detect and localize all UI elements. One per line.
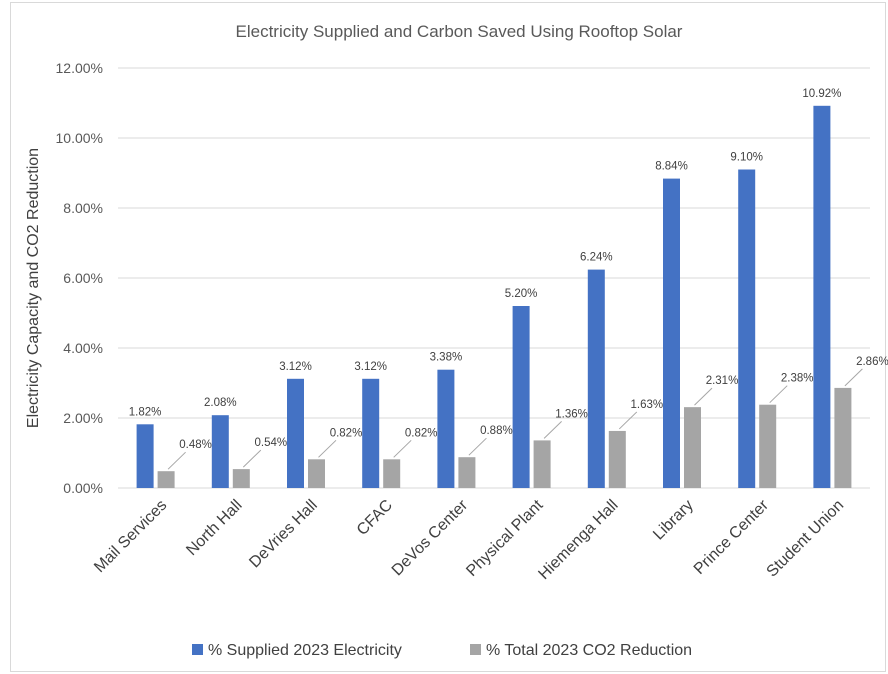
data-label-electricity: 10.92% (802, 88, 841, 100)
legend-swatch-electricity (192, 644, 203, 655)
bar-co2-reduction (232, 469, 250, 488)
leader-line (769, 385, 788, 404)
y-axis-ticks: 0.00% 2.00% 4.00% 6.00% 8.00% 10.00% 12.00% (56, 60, 103, 496)
x-axis-ticks: Mail Services North Hall DeVries Hall CFACD… (91, 496, 847, 583)
bar-electricity (587, 269, 605, 488)
data-label-co2: 0.82% (330, 427, 363, 439)
legend-swatch-co2 (470, 644, 481, 655)
x-tick-label: Library (650, 497, 697, 544)
data-label-co2: 0.82% (405, 427, 438, 439)
bar-co2-reduction (759, 404, 777, 488)
bar-electricity (512, 306, 530, 488)
data-label-co2: 2.86% (856, 356, 888, 368)
bar-co2-reduction (533, 440, 551, 488)
data-label-co2: 2.38% (781, 373, 814, 385)
data-label-electricity: 6.24% (580, 252, 613, 264)
y-tick-label: 10.00% (56, 130, 103, 146)
y-tick-label: 6.00% (63, 270, 103, 286)
legend-label: % Supplied 2023 Electricity (208, 642, 402, 659)
y-tick-label: 8.00% (63, 200, 103, 216)
y-tick-label: 12.00% (56, 60, 103, 76)
bar-co2-reduction (458, 457, 476, 488)
bar-co2-reduction (834, 387, 852, 488)
leader-line (844, 368, 863, 387)
x-tick-label: DeVries Hall (246, 497, 320, 571)
bar-electricity (136, 424, 154, 488)
x-tick-label: CFAC (354, 497, 396, 539)
data-label-electricity: 2.08% (204, 397, 237, 409)
legend: % Supplied 2023 Electricity % Total 2023 … (192, 642, 692, 659)
y-tick-label: 2.00% (63, 410, 103, 426)
bar-electricity (211, 415, 229, 488)
data-label-electricity: 5.20% (505, 288, 538, 300)
data-label-co2: 1.63% (630, 399, 663, 411)
data-label-co2: 0.48% (179, 439, 212, 451)
leader-line (543, 421, 562, 439)
bars (136, 105, 852, 489)
label-leader-lines (167, 368, 863, 470)
data-label-electricity: 3.12% (279, 361, 312, 373)
data-label-electricity: 9.10% (730, 152, 763, 164)
legend-label: % Total 2023 CO2 Reduction (486, 642, 692, 659)
y-tick-label: 0.00% (63, 480, 103, 496)
data-label-electricity: 8.84% (655, 161, 688, 173)
bar-electricity (738, 169, 756, 488)
data-labels: 1.82% 0.48% 2.08% 0.54% 3.12% 0.82% 3.12% 0.82%… (129, 88, 888, 451)
leader-line (393, 439, 412, 458)
bar-co2-reduction (157, 471, 175, 488)
bar-electricity (362, 378, 380, 488)
data-label-co2: 0.88% (480, 425, 513, 437)
bar-co2-reduction (308, 459, 325, 488)
data-label-electricity: 3.38% (430, 352, 463, 364)
leader-line (468, 437, 487, 456)
x-tick-label: Hiemenga Hall (535, 497, 621, 583)
bar-electricity (813, 105, 831, 489)
bar-electricity (437, 369, 455, 488)
bar-electricity (287, 378, 304, 488)
leader-line (167, 451, 186, 470)
x-tick-label: Mail Services (91, 497, 170, 576)
leader-line (694, 387, 713, 406)
x-tick-label: Prince Center (691, 496, 773, 578)
x-tick-label: DeVos Center (389, 496, 472, 579)
x-tick-label: Student Union (764, 497, 848, 581)
leader-line (618, 411, 638, 430)
y-axis-label: Electricity Capacity and CO2 Reduction (25, 148, 42, 428)
y-tick-label: 4.00% (63, 340, 103, 356)
bar-co2-reduction (608, 430, 626, 488)
data-label-co2: 0.54% (254, 437, 287, 449)
chart-title: Electricity Supplied and Carbon Saved Us… (236, 22, 683, 41)
data-label-electricity: 1.82% (129, 406, 162, 418)
bar-electricity (663, 178, 680, 488)
x-tick-label: Physical Plant (463, 496, 546, 579)
data-label-electricity: 3.12% (354, 361, 387, 373)
leader-line (242, 449, 262, 468)
data-label-co2: 1.36% (555, 408, 588, 420)
x-tick-label: North Hall (183, 497, 245, 559)
bar-co2-reduction (383, 459, 401, 488)
data-label-co2: 2.31% (706, 375, 739, 387)
leader-line (318, 439, 337, 458)
bar-co2-reduction (684, 407, 701, 488)
